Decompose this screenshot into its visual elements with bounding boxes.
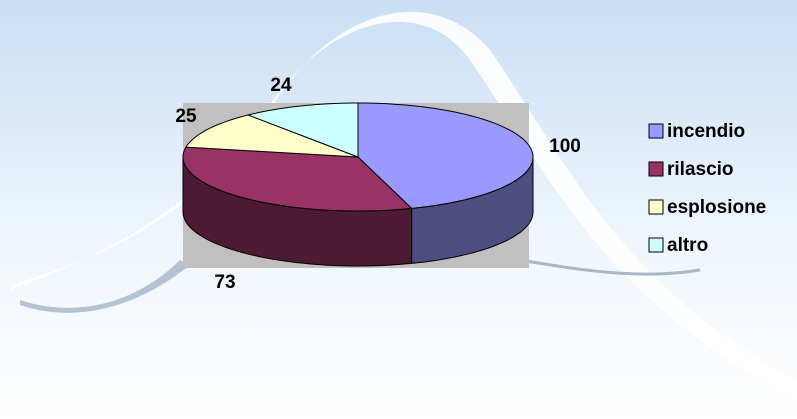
data-label: 100: [549, 136, 581, 157]
legend-label: altro: [667, 235, 708, 256]
legend-label: esplosione: [667, 197, 766, 218]
pie: [182, 102, 534, 267]
legend-swatch: [648, 123, 664, 139]
swoosh-shadow: [20, 260, 190, 313]
slice: [246, 102, 359, 158]
swoosh-line: [519, 258, 701, 276]
data-label: 73: [214, 272, 235, 293]
data-labels: 100 73 25 24: [175, 75, 580, 293]
legend-swatch: [648, 237, 664, 253]
slice: [182, 146, 413, 212]
legend-swatch: [648, 161, 664, 177]
legend-swatch: [648, 199, 664, 215]
legend: incendio rilascio esplosione altro: [648, 121, 766, 256]
data-label: 25: [175, 106, 197, 127]
legend-label: incendio: [667, 121, 745, 142]
slice: [357, 102, 534, 209]
slice: [185, 114, 359, 158]
data-label: 24: [270, 75, 292, 96]
legend-label: rilascio: [667, 159, 734, 180]
